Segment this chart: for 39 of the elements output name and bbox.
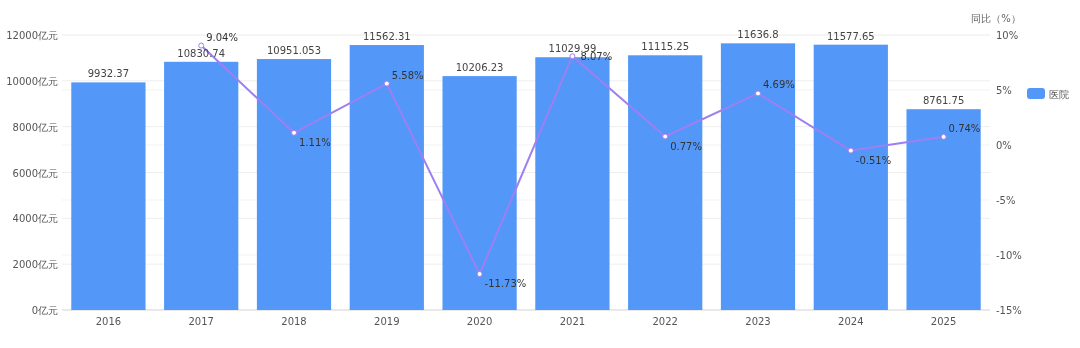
y2-tick-label: -15% xyxy=(996,305,1022,316)
y-tick-label: 8000亿元 xyxy=(12,121,58,133)
data-label: 11636.8 xyxy=(737,29,779,41)
data-label: 1.11% xyxy=(299,136,331,148)
data-label: 0.74% xyxy=(948,122,981,134)
y2-tick-label: 0% xyxy=(996,140,1012,151)
x-tick-label: 2021 xyxy=(559,316,586,327)
data-label: 10951.053 xyxy=(266,45,322,57)
x-tick-label: 2016 xyxy=(95,316,122,327)
y-tick-label: 10000亿元 xyxy=(6,75,58,87)
data-label: 5.58% xyxy=(391,69,424,81)
x-tick-label: 2025 xyxy=(930,316,957,327)
data-label: 11115.25 xyxy=(641,41,690,53)
y2-tick-label: -10% xyxy=(996,250,1022,261)
data-label: 9932.37 xyxy=(87,68,130,80)
y2-axis-title: 同比（%） xyxy=(971,13,1021,24)
y2-tick-label: 5% xyxy=(996,85,1012,96)
x-tick-label: 2019 xyxy=(374,316,400,327)
data-label: 11562.31 xyxy=(362,31,411,43)
data-label: 4.69% xyxy=(763,79,795,91)
x-tick-label: 2017 xyxy=(188,316,214,327)
y2-tick-label: -5% xyxy=(996,195,1016,206)
x-tick-label: 2023 xyxy=(745,316,771,327)
x-tick-label: 2024 xyxy=(838,316,864,327)
y-tick-label: 4000亿元 xyxy=(12,213,58,225)
x-tick-label: 2020 xyxy=(466,316,493,327)
y-tick-label: 0亿元 xyxy=(31,305,58,316)
data-label: 8761.75 xyxy=(922,95,965,107)
y-tick-label: 12000亿元 xyxy=(6,30,58,41)
data-label: 11577.65 xyxy=(826,30,875,42)
x-tick-label: 2018 xyxy=(281,316,307,327)
y-tick-label: 2000亿元 xyxy=(12,259,58,271)
data-label: 0.77% xyxy=(670,140,702,152)
data-label: 10206.23 xyxy=(455,62,504,74)
x-tick-label: 2022 xyxy=(652,316,678,327)
legend-label: 医院 xyxy=(1049,88,1069,100)
y-tick-label: 6000亿元 xyxy=(12,167,58,179)
data-label: 9.04% xyxy=(206,31,238,43)
y2-tick-label: 10% xyxy=(996,30,1019,41)
